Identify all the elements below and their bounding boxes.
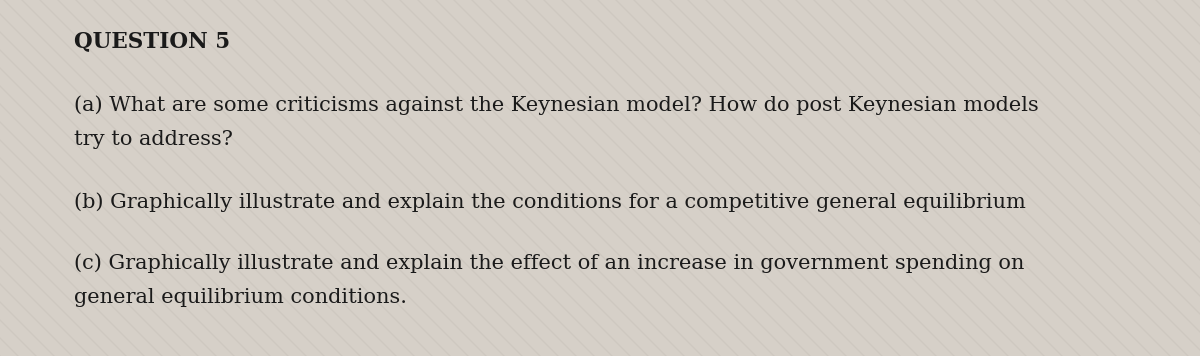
- Text: QUESTION 5: QUESTION 5: [74, 30, 230, 52]
- Text: general equilibrium conditions.: general equilibrium conditions.: [74, 288, 408, 307]
- Text: (c) Graphically illustrate and explain the effect of an increase in government s: (c) Graphically illustrate and explain t…: [74, 253, 1025, 273]
- Text: try to address?: try to address?: [74, 130, 233, 149]
- Text: (b) Graphically illustrate and explain the conditions for a competitive general : (b) Graphically illustrate and explain t…: [74, 192, 1026, 212]
- Text: (a) What are some criticisms against the Keynesian model? How do post Keynesian : (a) What are some criticisms against the…: [74, 95, 1039, 115]
